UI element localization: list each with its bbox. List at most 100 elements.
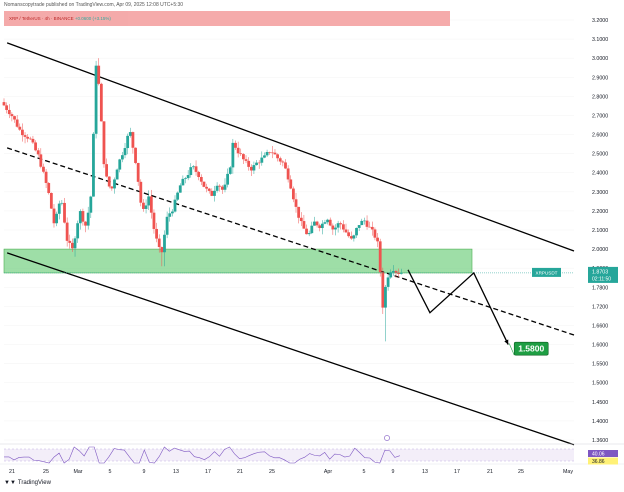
candle-body — [313, 221, 316, 226]
y-tick-label: 2.7000 — [592, 113, 608, 119]
candle-body — [265, 152, 269, 156]
candle-body — [399, 273, 403, 275]
candle-body — [323, 222, 327, 224]
candle-body — [115, 169, 119, 180]
y-tick-label: 2.1000 — [592, 228, 608, 234]
candle-body — [118, 159, 122, 170]
candle-body — [60, 202, 64, 204]
price-tag-text: 1.8703 — [592, 269, 608, 275]
oscillator-band — [4, 449, 574, 461]
candle-body — [373, 229, 377, 238]
oscillator-value-box — [588, 450, 618, 457]
y-tick-label: 1.6000 — [592, 343, 608, 349]
channel-midline — [6, 147, 575, 336]
candle-body — [76, 223, 80, 239]
candle-body — [228, 167, 232, 174]
tradingview-footer[interactable]: ▼▼ TradingView — [4, 480, 51, 486]
candle-body — [134, 147, 137, 163]
candle-body — [47, 182, 51, 194]
candle-body — [144, 205, 148, 209]
candle-body — [284, 162, 287, 169]
x-tick-label: 5 — [363, 469, 366, 475]
candle-body — [220, 186, 224, 190]
y-tick-label: 2.9000 — [592, 75, 608, 81]
projection-path — [407, 269, 509, 345]
candle-body — [92, 133, 95, 197]
candle-body — [147, 196, 151, 206]
candle-body — [65, 222, 69, 241]
candle-body — [244, 159, 248, 161]
x-tick-label: 9 — [143, 469, 146, 475]
event-marker-icon — [384, 435, 390, 441]
candle-body — [194, 166, 198, 172]
y-tick-label: 2.3000 — [592, 190, 608, 196]
candle-body — [318, 225, 322, 229]
y-tick-label: 1.5500 — [592, 362, 608, 368]
x-tick-label: 25 — [43, 469, 49, 475]
candle-body — [86, 212, 90, 226]
candle-body — [334, 227, 337, 230]
candle-body — [384, 286, 387, 308]
x-tick-label: 5 — [109, 469, 112, 475]
candle-body — [173, 199, 177, 212]
candle-body — [276, 154, 279, 159]
candle-body — [226, 173, 230, 185]
candle-body — [341, 224, 345, 230]
x-tick-label: Mar — [73, 469, 82, 475]
candle-body — [205, 186, 208, 189]
published-line: Nomanscopytrade published on TradingView… — [4, 2, 184, 8]
candle-body — [197, 171, 201, 178]
candle-body — [297, 206, 301, 218]
candle-body — [36, 150, 40, 155]
candle-body — [281, 161, 285, 163]
candle-body — [57, 203, 61, 214]
x-tick-label: Apr — [324, 469, 332, 475]
candle-body — [397, 272, 401, 274]
oscillator-line — [3, 446, 400, 464]
candle-body — [199, 177, 203, 182]
candle-body — [110, 186, 114, 189]
candle-body — [365, 220, 369, 227]
candle-body — [165, 216, 169, 235]
candle-body — [84, 221, 87, 226]
candle-body — [339, 223, 343, 225]
candle-body — [71, 242, 74, 249]
x-tick-label: 21 — [487, 469, 493, 475]
y-tick-label: 2.4000 — [592, 171, 608, 177]
candle-body — [389, 272, 393, 278]
candle-body — [352, 235, 356, 239]
candle-body — [207, 188, 211, 191]
candle-body — [289, 179, 293, 189]
candle-body — [252, 165, 256, 171]
candle-body — [223, 184, 227, 190]
candle-body — [263, 155, 266, 158]
candle-body — [139, 181, 143, 203]
symbol-legend[interactable]: XRP / TetherUS · 4h · BINANCE +0.0600 (+… — [4, 11, 450, 26]
candle-body — [336, 223, 340, 228]
legend-change: +0.0600 (+3.15%) — [74, 16, 111, 21]
oscillator-value: 36.86 — [592, 459, 605, 465]
price-channel — [6, 42, 575, 446]
y-tick-label: 1.3600 — [592, 438, 608, 444]
candle-body — [242, 154, 245, 160]
candle-body — [315, 221, 319, 226]
candle-body — [102, 121, 106, 165]
candle-body — [236, 147, 240, 154]
candle-body — [376, 237, 379, 242]
countdown-text: 02:11:50 — [592, 276, 611, 282]
target-connector — [508, 343, 515, 356]
projection-arrowhead — [504, 339, 509, 345]
y-tick-label: 3.2000 — [592, 18, 608, 24]
candle-body — [39, 154, 43, 167]
candle-body — [10, 114, 14, 117]
candle-body — [63, 202, 66, 223]
candle-body — [113, 179, 116, 189]
candle-body — [120, 155, 124, 160]
candle-body — [136, 162, 140, 182]
candle-body — [368, 226, 372, 228]
candle-body — [49, 193, 53, 209]
y-axis: 3.2000 3.1000 3.0000 2.9000 2.8000 2.7000 2.60… — [592, 18, 608, 444]
candle-body — [302, 221, 306, 229]
